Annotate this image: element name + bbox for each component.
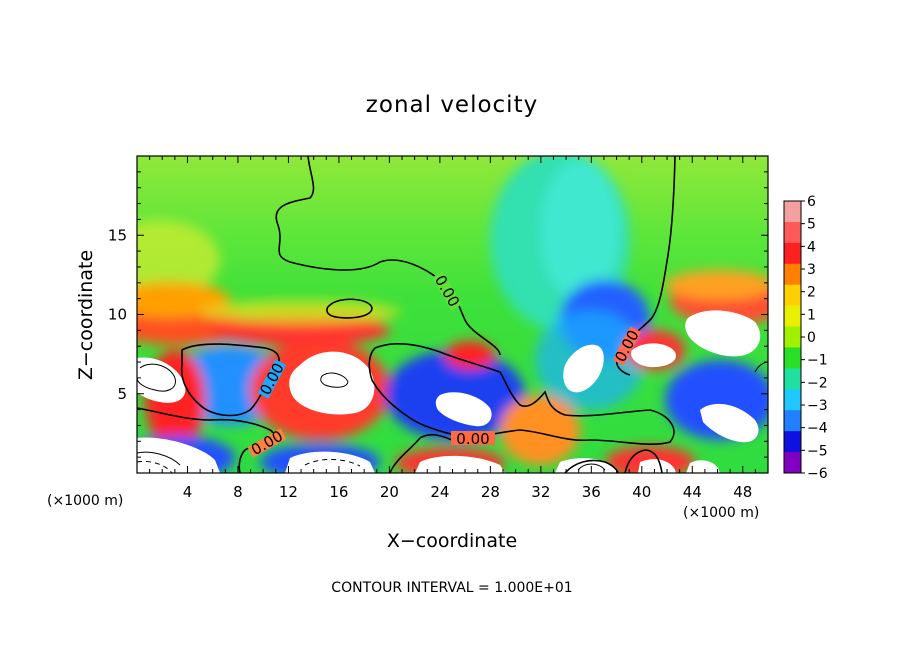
contour-label: 0.00 xyxy=(456,430,489,448)
field-cyan-core xyxy=(540,160,620,300)
colorbar-label: −5 xyxy=(807,443,828,459)
colorbar-swatch xyxy=(784,221,801,244)
colorbar-swatch xyxy=(784,431,801,453)
colorbar-label: −2 xyxy=(807,375,828,391)
y-tick-label: 5 xyxy=(117,385,127,403)
field-orange-band-right xyxy=(665,270,768,300)
x-tick-label: 32 xyxy=(531,483,550,501)
x-tick-label: 36 xyxy=(582,483,601,501)
field-upper-left-yellow xyxy=(137,220,220,300)
colorbar-label: 6 xyxy=(807,194,816,210)
zero-contour-center-cell xyxy=(368,343,675,446)
zero-contour-lower-left xyxy=(137,407,274,473)
zero-contour-lower-right xyxy=(624,449,663,473)
colorbar-label: −4 xyxy=(807,421,828,437)
zero-contour-island xyxy=(326,298,373,319)
colorbar-label: 2 xyxy=(807,285,816,301)
colorbar-swatch xyxy=(784,242,801,265)
x-tick-label: 20 xyxy=(380,483,399,501)
field-orange-cell-32 xyxy=(500,395,580,465)
colorbar-label: −1 xyxy=(807,353,828,369)
x-tick-label: 48 xyxy=(733,483,752,501)
contour-positive-center xyxy=(320,372,349,388)
x-tick-label: 16 xyxy=(329,483,348,501)
colorbar-label: 5 xyxy=(807,217,816,233)
white-region-bottom-far-right xyxy=(638,459,676,473)
y-axis-label: Z−coordinate xyxy=(75,250,97,380)
colorbar-swatch xyxy=(784,368,801,390)
x-axis-label: X−coordinate xyxy=(387,530,517,552)
zero-contour-lower-center xyxy=(389,433,453,473)
colorbar-swatch xyxy=(784,326,801,348)
white-region-right-upper xyxy=(685,310,761,357)
x-unit-left: (×1000 m) xyxy=(47,493,123,509)
colorbar-label: 0 xyxy=(807,330,816,346)
zero-contour-upper xyxy=(275,156,501,356)
colorbar-swatch xyxy=(784,389,801,411)
x-axis-ticks: 4 8 12 16 20 24 28 32 36 40 44 48 xyxy=(149,156,756,501)
colorbar-swatch xyxy=(784,347,801,369)
nonzero-contours xyxy=(137,361,768,473)
white-region-36 xyxy=(563,344,604,393)
plot-area: 0.00 0.00 0.00 0.00 0.00 xyxy=(137,156,768,473)
zero-contour-bottom-ring xyxy=(564,459,619,473)
colorbar-label: −6 xyxy=(807,466,828,482)
white-region-right-lower xyxy=(700,403,759,443)
colorbar-swatch xyxy=(784,263,801,286)
white-region-bottom-edge-right xyxy=(686,460,720,473)
white-region-bottom-center xyxy=(415,455,505,473)
white-region-bottom-center-left xyxy=(285,451,375,473)
x-tick-label: 40 xyxy=(632,483,651,501)
colorbar-swatch xyxy=(784,305,801,328)
contour-interval-note: CONTOUR INTERVAL = 1.000E+01 xyxy=(331,580,572,596)
x-tick-label: 8 xyxy=(233,483,243,501)
colorbar-label: 1 xyxy=(807,307,816,323)
chart-title: zonal velocity xyxy=(366,92,538,118)
contour-positive-bottom-right xyxy=(577,463,606,471)
x-unit-right: (×1000 m) xyxy=(683,505,759,521)
colorbar-swatch xyxy=(784,410,801,432)
x-tick-label: 24 xyxy=(430,483,449,501)
colorbar-swatch xyxy=(784,284,801,307)
white-region-center xyxy=(435,392,492,427)
colorbar-label: −3 xyxy=(807,398,828,414)
x-tick-label: 44 xyxy=(683,483,702,501)
contour-negative-bottom-center xyxy=(304,459,361,467)
y-tick-label: 15 xyxy=(108,226,127,244)
y-axis-ticks: 5 10 15 xyxy=(108,171,768,458)
white-region-40 xyxy=(631,343,676,368)
x-tick-label: 28 xyxy=(481,483,500,501)
x-tick-label: 4 xyxy=(183,483,193,501)
contour-labels: 0.00 0.00 0.00 0.00 0.00 xyxy=(247,271,643,459)
y-tick-label: 10 xyxy=(108,306,127,324)
white-region-left xyxy=(137,357,186,403)
field-red-cell-26 xyxy=(445,341,495,369)
x-tick-label: 12 xyxy=(279,483,298,501)
colorbar: 6 5 4 3 2 1 0 −1 −2 −3 −4 −5 −6 xyxy=(783,194,828,482)
white-region-center-left xyxy=(289,351,375,415)
contour-positive-bottom-left xyxy=(137,451,181,466)
colorbar-swatch xyxy=(784,201,801,223)
colorbar-label: 4 xyxy=(807,239,816,255)
colorbar-swatch xyxy=(784,452,801,474)
colorbar-label: 3 xyxy=(807,262,816,278)
contour-positive-left xyxy=(137,363,176,392)
contour-negative-bottom-left xyxy=(137,461,173,473)
